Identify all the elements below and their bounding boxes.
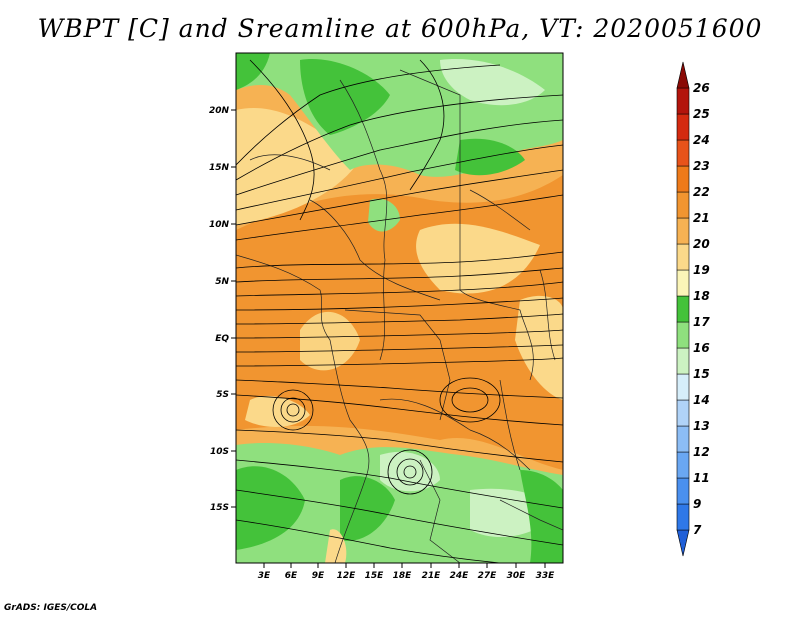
wbpt-shading xyxy=(236,53,563,563)
lon-tick-label: 6E xyxy=(285,571,298,581)
colorbar-bin xyxy=(676,295,690,323)
lat-tick-label: 10N xyxy=(209,220,230,230)
streamlines xyxy=(236,59,563,563)
colorbar-bin xyxy=(676,321,690,349)
map-frame xyxy=(235,52,564,564)
longitude-axis: 3E 6E 9E 12E 15E 18E 21E 24E 27E 30E 33E xyxy=(258,563,555,581)
colorbar-label: 24 xyxy=(693,133,710,147)
colorbar-label: 26 xyxy=(693,81,710,95)
lat-tick-label: EQ xyxy=(215,334,229,344)
colorbar-label: 17 xyxy=(693,315,710,329)
colorbar-bin xyxy=(676,113,690,141)
colorbar-bin xyxy=(676,87,690,115)
country-borders xyxy=(236,69,563,563)
colorbar-bin xyxy=(676,243,690,271)
colorbar-bin xyxy=(676,269,690,297)
colorbar-bin xyxy=(676,529,690,557)
colorbar-label: 9 xyxy=(693,497,701,511)
footer-credit: GrADS: IGES/COLA xyxy=(4,603,98,613)
map-title: WBPT [C] and Sreamline at 600hPa, VT: 20… xyxy=(37,14,763,43)
colorbar-bin xyxy=(676,373,690,401)
lon-tick-label: 30E xyxy=(507,571,527,581)
lon-tick-label: 9E xyxy=(312,571,325,581)
colorbar-bin xyxy=(676,451,690,479)
colorbar-label: 15 xyxy=(693,367,710,381)
colorbar-label: 12 xyxy=(693,445,710,459)
colorbar-bin xyxy=(676,217,690,245)
colorbar-label: 13 xyxy=(693,419,710,433)
colorbar-bin xyxy=(676,503,690,531)
colorbar-bin xyxy=(676,399,690,427)
lat-tick-label: 5S xyxy=(216,390,229,400)
lon-tick-label: 18E xyxy=(393,571,413,581)
lat-tick-label: 15N xyxy=(209,163,230,173)
latitude-axis: 20N 15N 10N 5N EQ 5S 10S 15S xyxy=(209,106,236,513)
lon-tick-label: 12E xyxy=(337,571,357,581)
colorbar-label: 11 xyxy=(693,471,710,485)
lat-tick-label: 10S xyxy=(210,447,229,457)
colorbar-label: 25 xyxy=(693,107,710,121)
colorbar-bin xyxy=(676,139,690,167)
colorbar-label: 14 xyxy=(693,393,710,407)
colorbar-label: 20 xyxy=(693,237,710,251)
lon-tick-label: 33E xyxy=(536,571,556,581)
colorbar-label: 18 xyxy=(693,289,710,303)
colorbar-label: 7 xyxy=(693,523,702,537)
colorbar-label: 22 xyxy=(693,185,710,199)
lon-tick-label: 15E xyxy=(365,571,385,581)
lat-tick-label: 5N xyxy=(215,277,229,287)
lat-tick-label: 15S xyxy=(210,503,229,513)
colorbar-bin xyxy=(676,347,690,375)
colorbar-bin xyxy=(676,165,690,193)
colorbar-bin xyxy=(676,61,690,89)
lon-tick-label: 27E xyxy=(478,571,498,581)
lon-tick-label: 24E xyxy=(450,571,470,581)
colorbar-label: 19 xyxy=(693,263,710,277)
colorbar-label: 21 xyxy=(693,211,710,225)
colorbar-bin xyxy=(676,191,690,219)
lon-tick-label: 3E xyxy=(258,571,271,581)
colorbar-bin xyxy=(676,425,690,453)
colorbar-label: 16 xyxy=(693,341,710,355)
colorbar: 7 9 11 12 13 14 15 16 17 18 19 20 21 22 23 24 25 26 xyxy=(676,61,710,557)
colorbar-label: 23 xyxy=(693,159,710,173)
colorbar-bin xyxy=(676,477,690,505)
lat-tick-label: 20N xyxy=(209,106,230,116)
lon-tick-label: 21E xyxy=(422,571,442,581)
